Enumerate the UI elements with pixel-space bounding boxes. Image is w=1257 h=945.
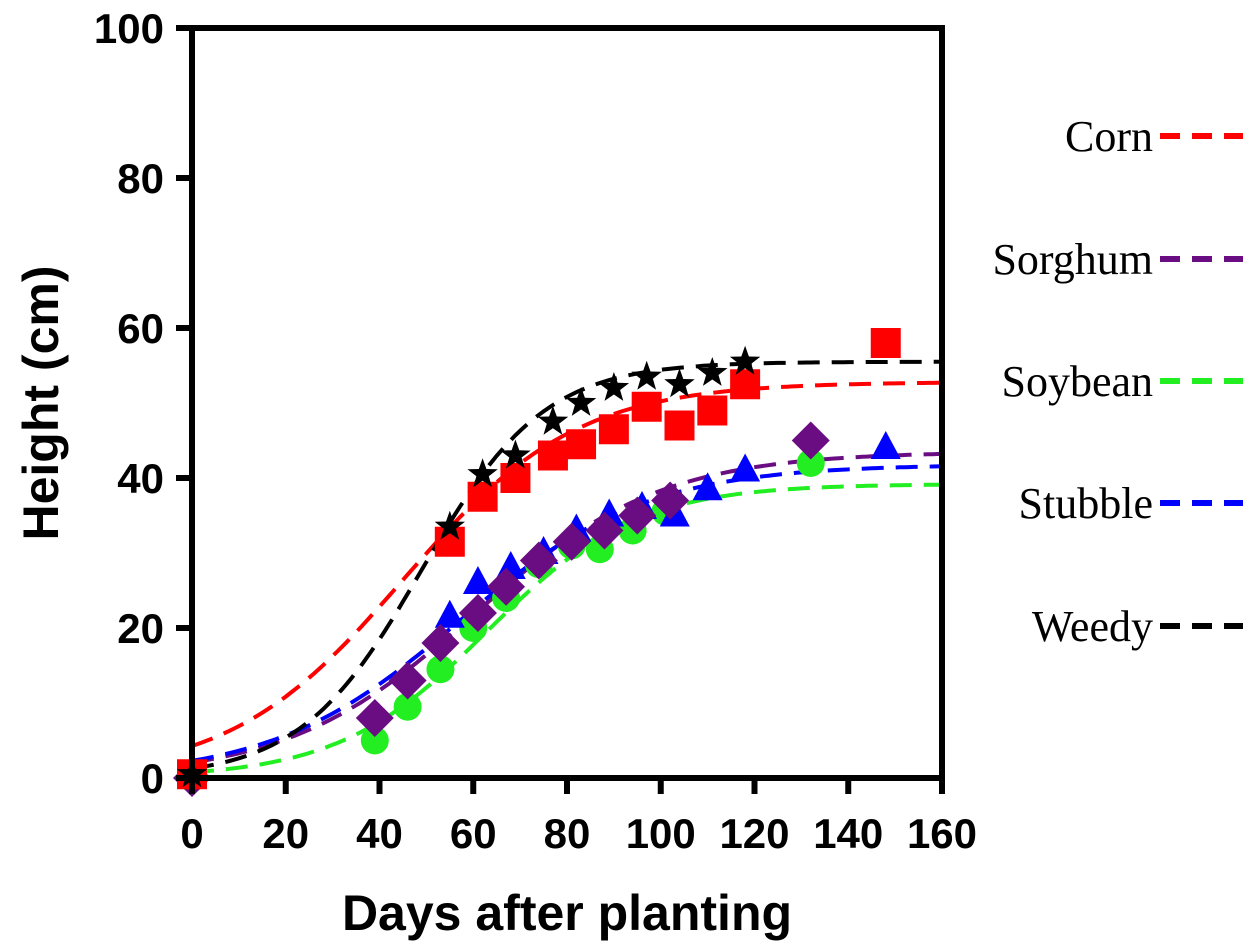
point-weedy-8 xyxy=(664,368,695,398)
y-tick-label-100: 100 xyxy=(94,5,164,52)
point-sorghum-2 xyxy=(388,661,427,700)
point-soybean-1 xyxy=(360,726,389,755)
point-corn-2 xyxy=(467,481,498,512)
legend-label-sorghum: Sorghum xyxy=(992,235,1153,284)
point-weedy-7 xyxy=(631,360,662,390)
point-sorghum-8 xyxy=(585,511,624,550)
fit-curves-layer xyxy=(192,359,942,775)
x-tick-label-80: 80 xyxy=(544,810,591,857)
x-tick-label-160: 160 xyxy=(907,810,977,857)
point-corn-5 xyxy=(566,429,597,460)
legend-layer: Corn Sorghum Soybean Stubble Weedy xyxy=(992,112,1243,651)
point-stubble-1 xyxy=(434,599,465,628)
point-weedy-4 xyxy=(537,405,569,435)
x-axis-title: Days after planting xyxy=(342,885,792,941)
point-corn-9 xyxy=(697,395,728,426)
point-corn-3 xyxy=(500,463,531,493)
point-weedy-10 xyxy=(729,345,761,375)
point-weedy-5 xyxy=(565,387,597,416)
point-weedy-2 xyxy=(467,458,498,488)
point-corn-7 xyxy=(631,391,662,422)
point-weedy-9 xyxy=(697,357,728,386)
point-corn-6 xyxy=(598,414,629,445)
point-stubble-2 xyxy=(462,566,493,594)
y-tick-label-80: 80 xyxy=(117,155,164,202)
point-corn-10 xyxy=(730,369,761,400)
fit-curve-soybean xyxy=(192,482,942,775)
point-stubble-9 xyxy=(692,472,723,501)
y-tick-label-20: 20 xyxy=(117,605,164,652)
y-axis-title: Height (cm) xyxy=(13,266,69,541)
point-weedy-3 xyxy=(500,439,531,469)
x-tick-label-60: 60 xyxy=(450,810,497,857)
point-soybean-11 xyxy=(796,449,825,477)
y-tick-label-0: 0 xyxy=(141,755,164,802)
point-sorghum-3 xyxy=(421,624,460,662)
point-sorghum-10 xyxy=(651,481,690,520)
point-sorghum-9 xyxy=(618,496,657,535)
x-tick-label-20: 20 xyxy=(262,810,309,857)
x-tick-label-120: 120 xyxy=(719,810,789,857)
point-stubble-11 xyxy=(870,431,901,459)
plot-frame xyxy=(189,25,945,781)
point-soybean-2 xyxy=(393,692,422,721)
x-tick-label-40: 40 xyxy=(356,810,403,857)
x-tick-label-140: 140 xyxy=(813,810,883,857)
point-corn-11 xyxy=(870,328,901,358)
point-sorghum-5 xyxy=(487,567,526,606)
point-sorghum-11 xyxy=(791,421,830,460)
markers-layer xyxy=(173,328,901,797)
legend-label-weedy: Weedy xyxy=(1032,602,1153,651)
point-sorghum-1 xyxy=(355,699,394,737)
point-sorghum-4 xyxy=(458,594,497,632)
x-tick-label-0: 0 xyxy=(180,810,203,857)
legend-label-stubble: Stubble xyxy=(1019,479,1153,528)
fit-curve-weedy xyxy=(192,359,942,771)
legend-label-corn: Corn xyxy=(1065,112,1153,161)
fit-curve-sorghum xyxy=(192,451,942,765)
fit-curve-stubble xyxy=(192,464,942,763)
y-tick-label-60: 60 xyxy=(117,305,164,352)
point-corn-4 xyxy=(537,440,568,471)
point-weedy-6 xyxy=(598,372,630,401)
x-tick-label-100: 100 xyxy=(626,810,696,857)
point-soybean-3 xyxy=(426,655,455,684)
y-tick-label-40: 40 xyxy=(117,455,164,502)
point-sorghum-6 xyxy=(519,541,558,580)
point-sorghum-7 xyxy=(552,522,591,561)
axes-layer: 0 20 40 60 80 100 120 140 160 0 20 40 60 80 100 Days af… xyxy=(13,5,977,941)
point-weedy-1 xyxy=(434,510,465,540)
point-stubble-10 xyxy=(730,453,761,482)
legend-label-soybean: Soybean xyxy=(1001,357,1153,406)
point-corn-8 xyxy=(664,410,695,441)
